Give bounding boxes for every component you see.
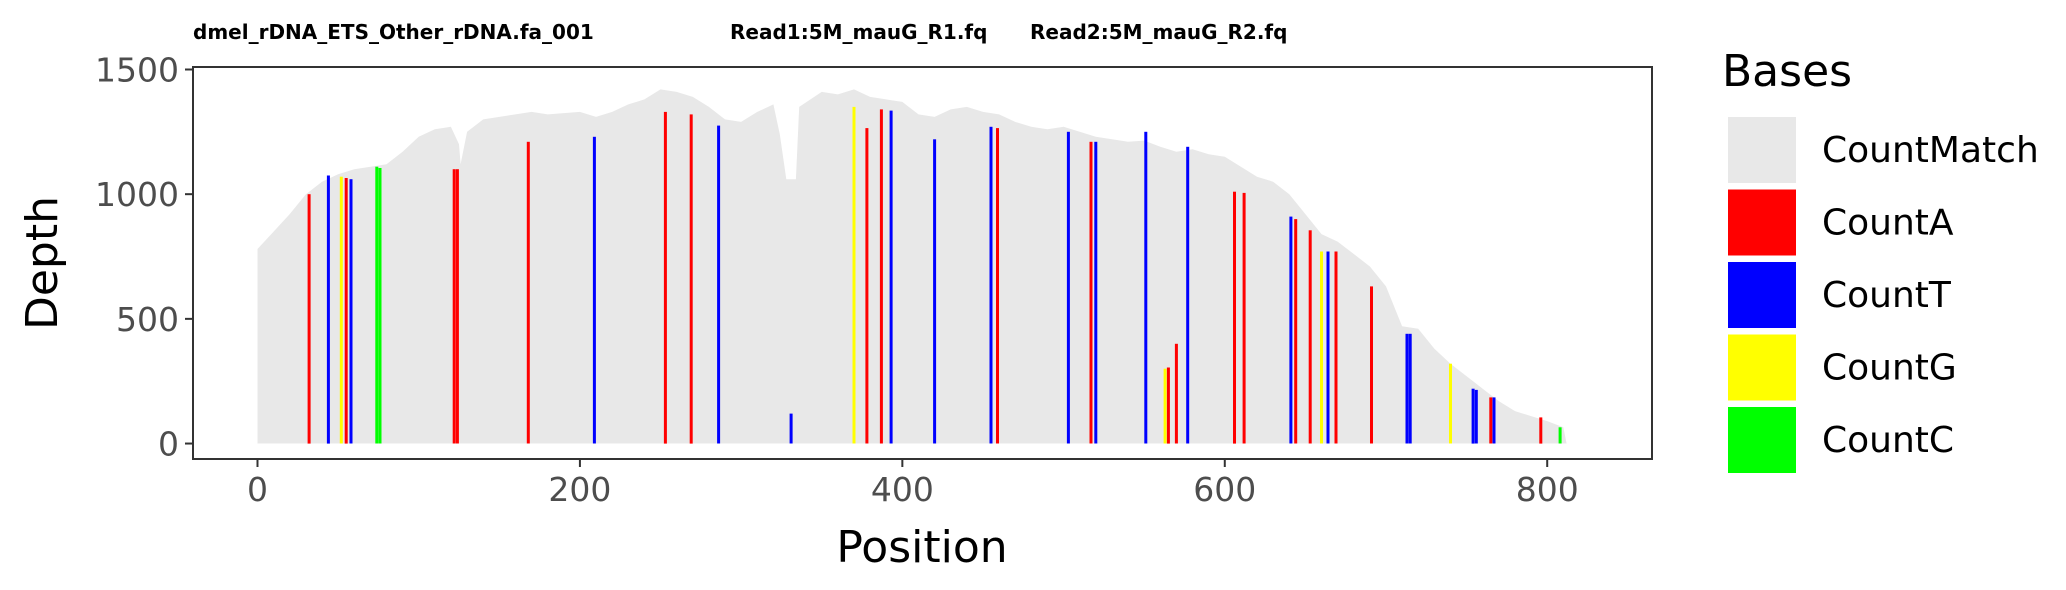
legend-label: CountC: [1822, 420, 1954, 461]
mismatch-bar: [1174, 343, 1178, 444]
mismatch-bar: [1289, 216, 1293, 444]
legend-label: CountT: [1822, 275, 1952, 316]
legend-swatch: [1728, 189, 1796, 256]
mismatch-bar: [1449, 363, 1452, 444]
mismatch-bar: [1094, 141, 1098, 444]
mismatch-bar: [1492, 397, 1496, 444]
mismatch-bar: [307, 194, 311, 444]
legend-entries: CountMatch CountA CountT CountG CountC: [1728, 117, 2039, 473]
mismatch-bar: [592, 136, 596, 444]
mismatch-bar: [326, 175, 330, 444]
mismatch-bar: [1471, 388, 1475, 444]
match-depth-area: [257, 89, 1567, 444]
mismatch-bar: [1066, 131, 1070, 444]
mismatch-bar: [1326, 251, 1330, 444]
mismatch-bar: [1334, 251, 1338, 444]
mismatch-bar: [865, 128, 869, 444]
mismatch-bar: [1163, 368, 1167, 444]
y-tick-label: 1500: [95, 50, 179, 89]
legend-entry: CountC: [1728, 407, 1954, 473]
mismatch-bar: [689, 114, 693, 444]
mismatch-bar: [663, 111, 667, 444]
legend-swatch: [1728, 334, 1796, 401]
match-depth-layer: [257, 89, 1567, 444]
legend-label: CountA: [1822, 203, 1954, 244]
x-tick-label: 400: [871, 470, 934, 509]
mismatch-bar: [889, 110, 893, 444]
y-axis-title: Depth: [17, 196, 68, 330]
mismatch-bar: [375, 166, 379, 444]
mismatch-bar: [996, 128, 999, 444]
legend-label: CountG: [1822, 348, 1957, 389]
legend-entry: CountMatch: [1728, 117, 2039, 183]
x-tick-label: 200: [548, 470, 611, 509]
chart-subtitle-read1: Read1:5M_mauG_R1.fq: [730, 20, 987, 44]
chart-subtitle-read2: Read2:5M_mauG_R2.fq: [1030, 20, 1287, 44]
y-axis: 0 500 1000 1500: [95, 50, 193, 464]
legend: Bases CountMatch CountA CountT CountG CountC: [1722, 46, 2039, 473]
mismatch-bar: [1474, 389, 1478, 444]
y-tick-label: 500: [116, 300, 179, 339]
mismatch-bar: [452, 169, 456, 444]
mismatch-bar: [1489, 397, 1493, 444]
mismatch-bar: [1186, 146, 1190, 444]
x-axis: 0 200 400 600 800: [247, 459, 1579, 509]
mismatch-bar: [1294, 219, 1298, 444]
panel-border: [192, 66, 1653, 460]
mismatch-bar: [989, 126, 993, 444]
mismatch-bar: [1408, 333, 1412, 444]
mismatch-bars-layer: [307, 106, 1562, 444]
x-tick-label: 800: [1516, 470, 1579, 509]
legend-entry: CountT: [1728, 262, 1952, 328]
y-tick-label: 1000: [95, 175, 179, 214]
mismatch-bar: [455, 169, 459, 444]
x-tick-label: 600: [1193, 470, 1256, 509]
mismatch-bar: [344, 178, 348, 444]
mismatch-bar: [1308, 230, 1312, 444]
mismatch-bar: [1144, 131, 1148, 444]
mismatch-bar: [1233, 191, 1236, 444]
mismatch-bar: [1405, 333, 1409, 444]
legend-label: CountMatch: [1822, 130, 2039, 171]
mismatch-bar: [933, 139, 937, 444]
legend-swatch: [1728, 117, 1796, 183]
mismatch-bar: [1320, 251, 1323, 444]
legend-entry: CountG: [1728, 334, 1957, 401]
x-axis-title: Position: [836, 522, 1007, 573]
mismatch-bar: [1089, 141, 1093, 444]
mismatch-bar: [526, 141, 530, 444]
mismatch-bar: [879, 109, 883, 444]
mismatch-bar: [1370, 286, 1373, 444]
mismatch-bar: [1166, 367, 1170, 444]
x-tick-label: 0: [247, 470, 268, 509]
y-tick-label: 0: [158, 425, 179, 464]
mismatch-bar: [339, 176, 343, 444]
mismatch-bar: [852, 106, 856, 444]
mismatch-bar: [717, 125, 721, 444]
mismatch-bar: [349, 179, 353, 444]
legend-swatch: [1728, 407, 1796, 473]
mismatch-bar: [1539, 417, 1543, 444]
legend-title: Bases: [1722, 46, 1852, 97]
plot-area: [192, 66, 1653, 460]
mismatch-bar: [1242, 192, 1246, 444]
legend-entry: CountA: [1728, 189, 1954, 256]
chart-subtitle-reference: dmel_rDNA_ETS_Other_rDNA.fa_001: [193, 20, 594, 44]
legend-swatch: [1728, 262, 1796, 328]
mismatch-bar: [378, 168, 382, 444]
mismatch-bar: [1558, 427, 1562, 444]
mismatch-bar: [789, 413, 793, 444]
